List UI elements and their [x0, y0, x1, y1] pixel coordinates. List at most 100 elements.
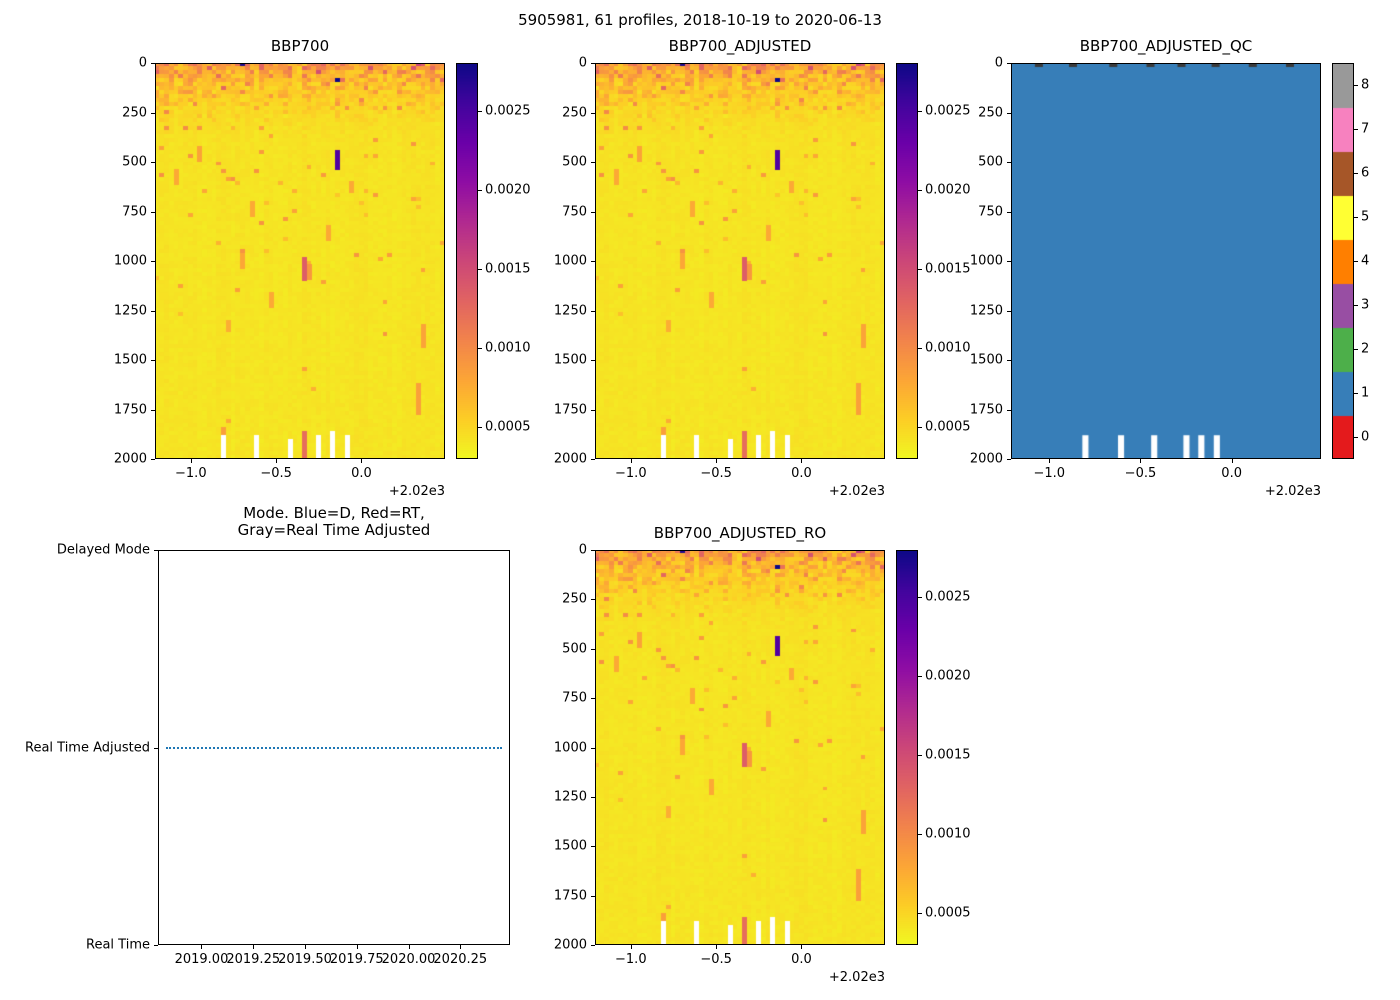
y-tick-label: 250 [978, 105, 1003, 120]
x-axis-offset-label: +2.02e3 [388, 484, 445, 499]
x-tick-label: 2019.50 [278, 952, 332, 967]
y-tick-label: 1500 [553, 838, 587, 854]
y-tick-label: 250 [562, 105, 587, 120]
y-tick-label: 0 [994, 55, 1003, 71]
y-tick-label: 1250 [113, 303, 147, 318]
y-tick-label: 1000 [969, 253, 1003, 269]
x-tick-label: 0.0 [351, 466, 372, 481]
y-tick-mark [591, 112, 595, 114]
x-axis-offset-label: +2.02e3 [828, 484, 885, 499]
colorbar-tick-label: 1 [1361, 385, 1370, 401]
x-tick-mark [1049, 459, 1051, 463]
x-tick-label: 2020.00 [381, 952, 436, 967]
y-tick-mark [151, 459, 155, 460]
colorbar-tick-mark [1354, 173, 1358, 174]
y-tick-label: 2000 [969, 451, 1003, 467]
y-tick-mark [1007, 261, 1011, 262]
y-tick-label: 0 [578, 55, 587, 71]
colorbar-tick-label: 0.0025 [925, 589, 971, 605]
y-tick-mark [591, 698, 595, 700]
y-tick-label: 0 [578, 542, 587, 558]
y-tick-mark [151, 360, 155, 361]
bbp700-adjusted-colorbar-canvas [896, 63, 918, 459]
y-tick-mark [591, 211, 595, 213]
x-tick-mark [1140, 459, 1142, 463]
colorbar-tick-mark [1354, 305, 1358, 306]
colorbar-tick-mark [918, 597, 922, 599]
colorbar-tick-mark [918, 268, 922, 270]
y-tick-mark [591, 599, 595, 601]
y-tick-mark [591, 162, 595, 163]
x-tick-label: 2019.25 [226, 952, 281, 967]
y-tick-label: 1000 [553, 740, 587, 755]
y-tick-label: 0 [138, 55, 147, 71]
y-tick-mark [591, 895, 595, 897]
x-tick-label: −1.0 [1033, 466, 1066, 481]
qc-heatmap-canvas [1011, 63, 1321, 459]
y-tick-mark [591, 945, 595, 946]
y-tick-mark [591, 261, 595, 262]
x-tick-label: 2019.00 [174, 952, 229, 967]
colorbar-tick-label: 4 [1361, 253, 1370, 269]
y-tick-label: 1750 [969, 402, 1003, 417]
panel-title-bbp700-adjusted: BBP700_ADJUSTED [668, 37, 812, 55]
figure-title: 5905981, 61 profiles, 2018-10-19 to 2020… [518, 11, 882, 29]
bbp700-adjusted-heatmap-canvas [595, 63, 885, 459]
colorbar-tick-mark [1354, 217, 1358, 218]
y-tick-label: 500 [978, 154, 1003, 170]
y-tick-label: 500 [562, 641, 587, 657]
y-tick-mark [591, 846, 595, 848]
colorbar-tick-label: 7 [1361, 121, 1370, 137]
colorbar-tick-label: 0.0005 [925, 905, 971, 921]
x-tick-mark [1231, 459, 1233, 463]
colorbar-tick-mark [918, 676, 922, 678]
colorbar-tick-label: 0.0015 [485, 261, 531, 277]
panel-title-bbp700: BBP700 [270, 37, 330, 55]
y-tick-label: 1000 [113, 253, 147, 269]
y-tick-label: 750 [562, 690, 587, 706]
y-tick-label: 250 [122, 105, 147, 120]
colorbar-tick-mark [918, 110, 922, 112]
x-tick-mark [361, 459, 363, 463]
colorbar-tick-label: 0.0020 [925, 668, 971, 684]
x-tick-label: 0.0 [791, 466, 812, 481]
x-tick-label: 0.0 [791, 952, 812, 967]
x-tick-label: −1.0 [615, 466, 647, 481]
colorbar-tick-mark [478, 268, 482, 270]
colorbar-tick-label: 3 [1361, 297, 1370, 313]
colorbar-tick-label: 0.0015 [925, 747, 971, 763]
y-category-label: Real Time [86, 937, 150, 953]
colorbar-tick-label: 8 [1361, 77, 1370, 93]
y-tick-mark [1007, 310, 1011, 312]
x-tick-mark [716, 459, 718, 463]
y-tick-mark [591, 360, 595, 361]
y-tick-mark [1007, 459, 1011, 460]
y-tick-label: 1500 [969, 352, 1003, 368]
mode-title-line-2: Gray=Real Time Adjusted [237, 521, 431, 540]
colorbar-tick-label: 0.0005 [485, 419, 531, 435]
y-tick-mark [151, 310, 155, 312]
x-tick-mark [276, 459, 278, 463]
colorbar-tick-mark [918, 913, 922, 915]
colorbar-tick-mark [478, 427, 482, 429]
y-tick-label: 1500 [553, 352, 587, 368]
y-tick-label: 250 [562, 591, 587, 607]
y-tick-mark [154, 550, 158, 551]
x-tick-mark [630, 945, 632, 949]
x-tick-mark [408, 945, 410, 949]
y-tick-label: 750 [978, 204, 1003, 219]
x-axis-offset-label: +2.02e3 [1264, 484, 1321, 499]
y-tick-label: 1750 [553, 402, 587, 417]
colorbar-tick-mark [1354, 261, 1358, 262]
x-tick-label: −0.5 [700, 952, 732, 967]
y-tick-mark [154, 945, 158, 946]
colorbar-tick-mark [1354, 393, 1358, 394]
y-tick-mark [154, 747, 158, 749]
x-tick-label: −0.5 [260, 466, 292, 481]
y-tick-label: 2000 [113, 451, 147, 467]
x-tick-label: 2019.75 [329, 952, 384, 967]
y-tick-label: 750 [122, 204, 147, 219]
panel-title-bbp700-adjusted-qc: BBP700_ADJUSTED_QC [1079, 37, 1253, 55]
y-tick-label: 2000 [553, 451, 587, 467]
colorbar-tick-mark [478, 189, 482, 191]
